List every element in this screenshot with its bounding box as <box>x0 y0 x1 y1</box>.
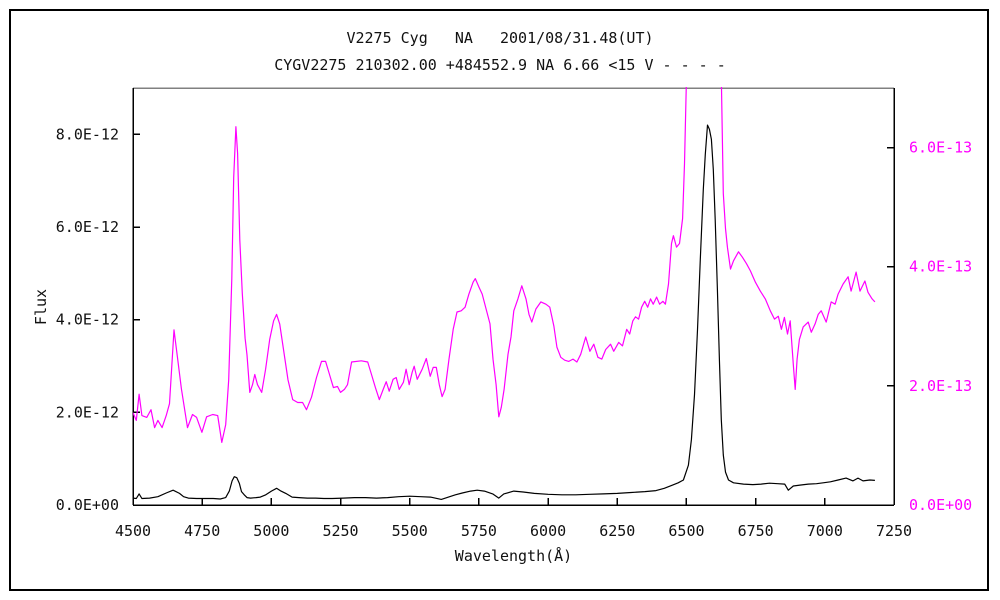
x-tick-label: 5750 <box>461 522 497 540</box>
x-tick-label: 6000 <box>530 522 566 540</box>
right-tick-label: 6.0E-13 <box>909 139 972 157</box>
x-tick-label: 5000 <box>253 522 289 540</box>
right-tick-label: 2.0E-13 <box>909 377 972 395</box>
series-flux-spectrum-black <box>133 124 875 500</box>
left-axis-ticks: 0.0E+00 2.0E-12 4.0E-12 6.0E-12 8.0E-12 <box>56 125 140 514</box>
right-axis-ticks: 0.0E+00 2.0E-13 4.0E-13 6.0E-13 <box>887 139 972 514</box>
x-tick-label: 7250 <box>876 522 912 540</box>
x-tick-label: 4500 <box>115 522 151 540</box>
x-tick-label: 7000 <box>807 522 843 540</box>
left-tick-label: 6.0E-12 <box>56 218 119 236</box>
chart-subtitle: CYGV2275 210302.00 +484552.9 NA 6.66 <15… <box>274 56 726 74</box>
x-tick-label: 4750 <box>184 522 220 540</box>
plot-frame <box>132 87 895 506</box>
x-tick-label: 5250 <box>322 522 358 540</box>
left-tick-label: 2.0E-12 <box>56 403 119 421</box>
right-tick-label: 0.0E+00 <box>909 496 972 514</box>
chart-title: V2275 Cyg NA 2001/08/31.48(UT) <box>346 29 654 47</box>
series-scaled-spectrum-magenta <box>133 87 876 443</box>
x-tick-label: 6250 <box>599 522 635 540</box>
x-tick-label: 5500 <box>392 522 428 540</box>
x-tick-label: 6500 <box>668 522 704 540</box>
x-axis-label-wavelength: Wavelength(Å) <box>454 547 573 565</box>
outer-border <box>9 9 989 591</box>
left-tick-label: 8.0E-12 <box>56 125 119 143</box>
y-axis-label-flux: Flux <box>32 288 50 326</box>
x-tick-label: 6750 <box>738 522 774 540</box>
right-tick-label: 4.0E-13 <box>909 258 972 276</box>
x-axis-ticks: 4500 4750 5000 5250 5500 5750 6000 6250 6500 6750… <box>115 498 912 540</box>
left-tick-label: 4.0E-12 <box>56 311 119 329</box>
left-tick-label: 0.0E+00 <box>56 496 119 514</box>
